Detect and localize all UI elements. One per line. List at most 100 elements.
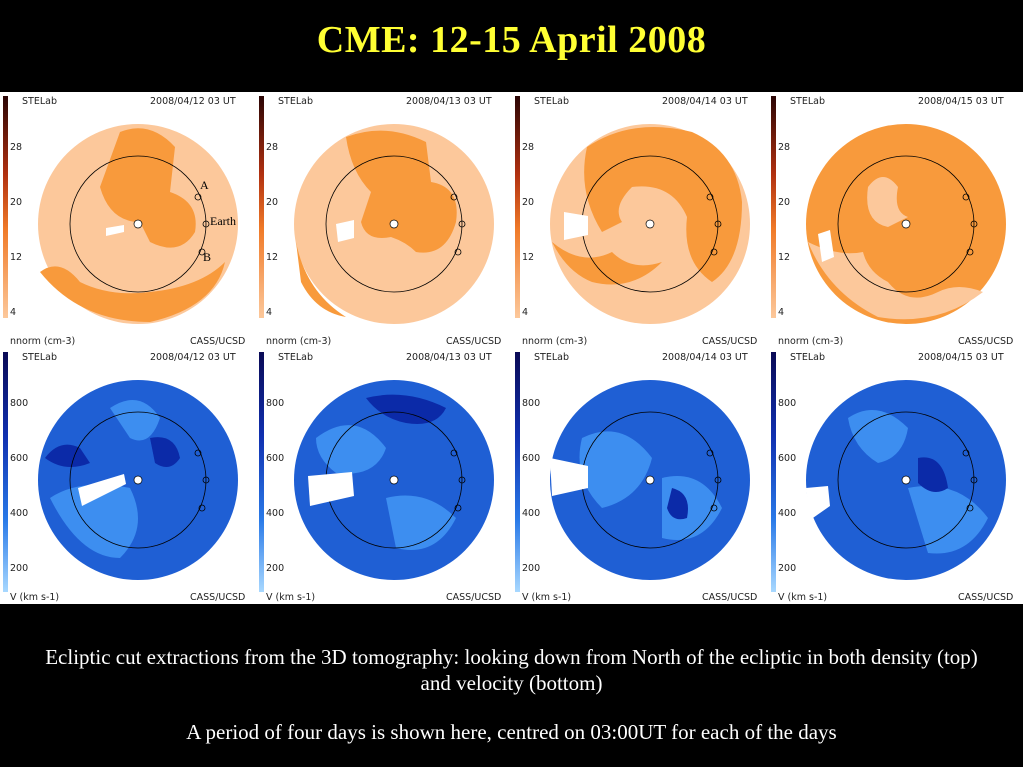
earth-orbit: [69, 411, 207, 549]
scale-tick: 28: [778, 142, 790, 153]
stereo-a-marker: [706, 193, 714, 201]
scale-tick: 400: [10, 508, 28, 519]
unit-label: nnorm (cm-3): [522, 336, 587, 347]
lab-label: STELab: [790, 352, 825, 363]
scale-tick: 800: [10, 398, 28, 409]
credit-label: CASS/UCSD: [446, 592, 501, 603]
velocity-feature: [110, 400, 160, 441]
density-panel-day3: 28 20 12 4 STELab 2008/04/14 03 UT nnorm…: [512, 92, 767, 348]
velocity-color-scale: [771, 352, 776, 592]
scale-tick: 400: [266, 508, 284, 519]
unit-label: V (km s-1): [266, 592, 315, 603]
scale-tick: 28: [10, 142, 22, 153]
velocity-feature: [908, 486, 988, 554]
scale-tick: 800: [266, 398, 284, 409]
date-label: 2008/04/14 03 UT: [662, 352, 748, 363]
caption-description: Ecliptic cut extractions from the 3D tom…: [45, 645, 978, 695]
lab-label: STELab: [278, 96, 313, 107]
earth-marker: [458, 476, 466, 484]
credit-label: CASS/UCSD: [702, 336, 757, 347]
scale-tick: 4: [778, 307, 784, 318]
velocity-panel-day4: 800 600 400 200 STELab 2008/04/15 03 UT …: [768, 348, 1023, 604]
data-gap: [78, 474, 126, 506]
data-gap: [308, 472, 354, 506]
date-label: 2008/04/12 03 UT: [150, 352, 236, 363]
stereo-b-marker: [710, 248, 718, 256]
scale-tick: 28: [266, 142, 278, 153]
density-panel-day1: 28 20 12 4 STELab 2008/04/12 03 UT nnorm…: [0, 92, 255, 348]
velocity-panel-day1: 800 600 400 200 STELab 2008/04/12 03 UT …: [0, 348, 255, 604]
earth-orbit: [69, 155, 207, 293]
scale-tick: 20: [10, 197, 22, 208]
earth-marker: [202, 476, 210, 484]
stereo-a-marker: [194, 193, 202, 201]
credit-label: CASS/UCSD: [702, 592, 757, 603]
velocity-feature: [316, 425, 386, 474]
credit-label: CASS/UCSD: [958, 336, 1013, 347]
velocity-color-scale: [259, 352, 264, 592]
lab-label: STELab: [534, 96, 569, 107]
lab-label: STELab: [790, 96, 825, 107]
sun-marker: [133, 475, 143, 485]
earth-marker: [970, 476, 978, 484]
stereo-b-marker: [966, 248, 974, 256]
stereo-a-marker: [194, 449, 202, 457]
unit-label: V (km s-1): [778, 592, 827, 603]
unit-label: nnorm (cm-3): [266, 336, 331, 347]
earth-marker: [714, 220, 722, 228]
density-panel-day4: 28 20 12 4 STELab 2008/04/15 03 UT nnorm…: [768, 92, 1023, 348]
data-gap: [336, 220, 354, 242]
density-color-scale: [771, 96, 776, 318]
lab-label: STELab: [534, 352, 569, 363]
scale-tick: 20: [522, 197, 534, 208]
scale-tick: 400: [522, 508, 540, 519]
lab-label: STELab: [22, 352, 57, 363]
data-gap: [564, 212, 588, 240]
stereo-b-marker: [454, 504, 462, 512]
date-label: 2008/04/14 03 UT: [662, 96, 748, 107]
date-label: 2008/04/13 03 UT: [406, 352, 492, 363]
date-label: 2008/04/15 03 UT: [918, 352, 1004, 363]
sun-marker: [133, 219, 143, 229]
velocity-feature: [667, 488, 688, 520]
density-feature: [40, 262, 225, 322]
credit-label: CASS/UCSD: [190, 336, 245, 347]
velocity-color-scale: [3, 352, 8, 592]
unit-label: V (km s-1): [522, 592, 571, 603]
data-gap: [550, 458, 588, 496]
date-label: 2008/04/13 03 UT: [406, 96, 492, 107]
sun-marker: [645, 475, 655, 485]
credit-label: CASS/UCSD: [958, 592, 1013, 603]
stereo-a-marker: [450, 193, 458, 201]
velocity-feature: [579, 431, 652, 508]
density-color-scale: [259, 96, 264, 318]
data-gap: [806, 486, 830, 520]
scale-tick: 28: [522, 142, 534, 153]
sun-marker: [389, 475, 399, 485]
density-feature: [100, 128, 196, 248]
earth-marker: [458, 220, 466, 228]
unit-label: nnorm (cm-3): [778, 336, 843, 347]
stereo-b-marker: [198, 504, 206, 512]
scale-tick: 12: [10, 252, 22, 263]
velocity-feature: [918, 457, 948, 492]
velocity-feature: [848, 410, 908, 463]
scale-tick: 400: [778, 508, 796, 519]
scale-tick: 200: [522, 563, 540, 574]
sun-marker: [389, 219, 399, 229]
velocity-feature: [50, 484, 138, 558]
scale-tick: 600: [266, 453, 284, 464]
sun-marker: [901, 475, 911, 485]
scale-tick: 200: [10, 563, 28, 574]
stereo-a-marker: [962, 449, 970, 457]
scale-tick: 600: [522, 453, 540, 464]
scale-tick: 800: [522, 398, 540, 409]
density-feature: [867, 177, 908, 227]
density-color-scale: [3, 96, 8, 318]
annotation-b: B: [203, 250, 211, 264]
earth-orbit: [325, 155, 463, 293]
credit-label: CASS/UCSD: [190, 592, 245, 603]
annotation-earth: Earth: [210, 214, 236, 228]
lab-label: STELab: [22, 96, 57, 107]
velocity-feature: [366, 394, 446, 424]
